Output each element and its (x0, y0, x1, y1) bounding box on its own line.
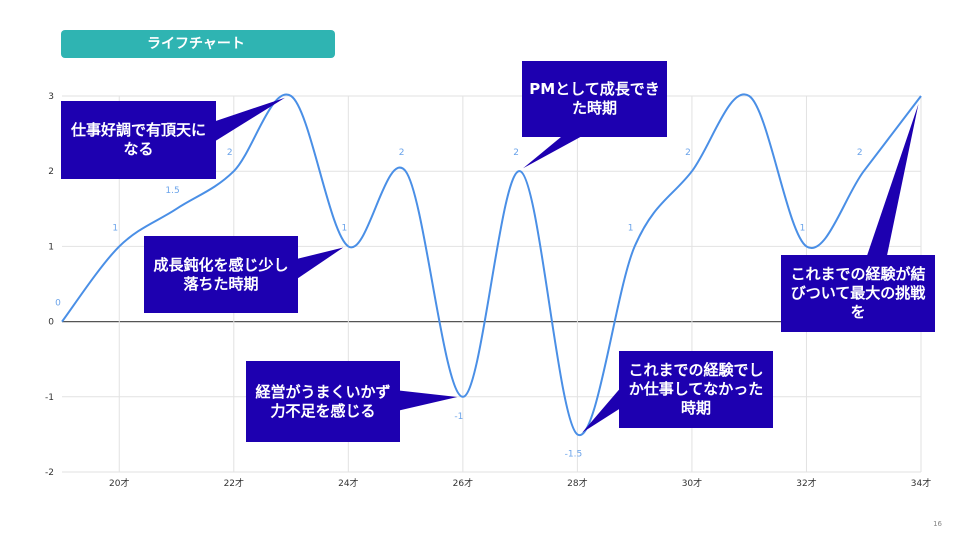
x-tick-label: 34才 (911, 477, 931, 489)
x-tick-label: 20才 (109, 477, 129, 489)
x-tick-label: 28才 (567, 477, 587, 489)
y-tick-label: 2 (48, 167, 54, 177)
data-labels: 0 1 1.5 2 1 2 -1 2 -1.5 1 2 1 2 (55, 148, 862, 459)
callout-pointer (297, 247, 344, 279)
y-tick-label: -2 (45, 468, 54, 478)
callout-2: 経営がうまくいかず力不足を感じる (246, 361, 400, 442)
data-label: 1.5 (165, 186, 179, 196)
callout-pointer (582, 388, 620, 433)
callout-4: これまでの経験でしか仕事してなかった時期 (619, 351, 773, 428)
data-label: 1 (800, 223, 806, 233)
data-label: 2 (399, 148, 405, 158)
axes: 3 2 1 0 -1 -2 20才 22才 24才 26才 28才 30才 32才 34才 (45, 92, 931, 489)
data-label: 0 (55, 299, 61, 309)
x-tick-label: 22才 (224, 477, 244, 489)
data-label: -1.5 (565, 449, 583, 459)
data-label: 2 (227, 148, 233, 158)
x-tick-label: 26才 (453, 477, 473, 489)
data-label: 2 (857, 148, 863, 158)
y-tick-label: 0 (48, 318, 54, 328)
callout-pointers (215, 97, 919, 433)
chart-title: ライフチャート (61, 30, 335, 58)
series-line (61, 93, 922, 436)
data-label: -1 (454, 412, 463, 422)
y-tick-label: 3 (48, 92, 54, 102)
data-label: 1 (341, 223, 347, 233)
x-tick-label: 32才 (796, 477, 816, 489)
data-label: 2 (513, 148, 519, 158)
data-label: 1 (112, 223, 118, 233)
callout-5: これまでの経験が結びついて最大の挑戦を (781, 255, 935, 332)
data-label: 1 (628, 223, 634, 233)
x-tick-label: 30才 (682, 477, 702, 489)
page-number: 16 (933, 520, 942, 528)
callout-pointer (866, 103, 919, 257)
callout-1: 成長鈍化を感じ少し落ちた時期 (144, 236, 298, 313)
callout-pointer (523, 136, 583, 169)
x-tick-label: 24才 (338, 477, 358, 489)
callout-3: PMとして成長できた時期 (522, 61, 667, 137)
callout-pointer (399, 390, 458, 411)
callout-pointer (215, 97, 285, 142)
y-tick-label: 1 (48, 242, 54, 252)
callout-0: 仕事好調で有頂天になる (61, 101, 216, 179)
y-tick-label: -1 (45, 393, 54, 403)
data-label: 2 (685, 148, 691, 158)
